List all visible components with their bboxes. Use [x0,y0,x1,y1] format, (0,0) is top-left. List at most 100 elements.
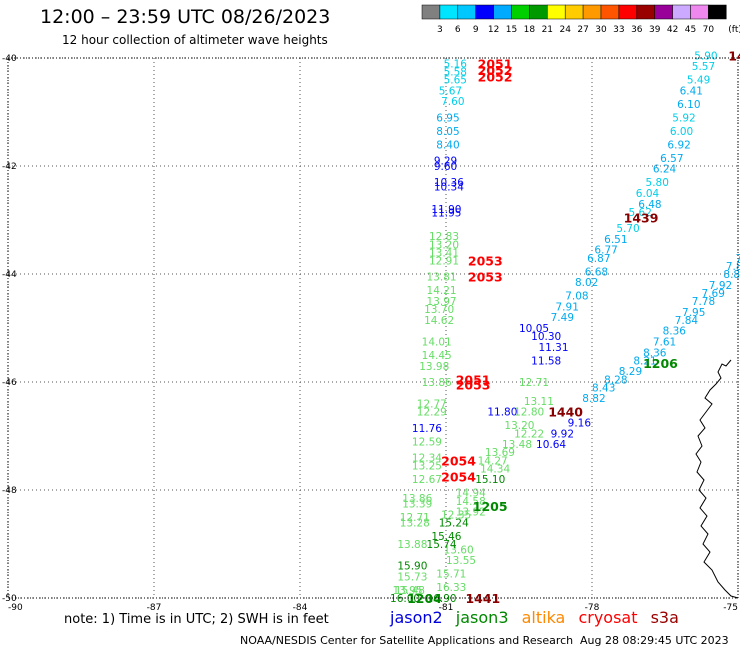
wave-height-label: 13.41 [429,247,459,259]
wave-height-label: 7.92 [709,280,732,292]
wave-height-label: 8.02 [575,277,598,289]
wave-height-label: 6.24 [653,164,677,176]
wave-height-label: 9.16 [568,418,592,430]
colorbar-label: 70 [703,25,715,35]
wave-height-label: 13.60 [444,544,474,556]
pass-time-label: 1204 [407,591,442,606]
coastline [695,359,739,599]
wave-height-label: 12.83 [429,231,459,243]
wave-height-label: 13.81 [427,272,457,284]
wave-height-label: 13.28 [400,517,430,529]
wave-height-label: 14.94 [456,488,486,500]
wave-height-label: 5.67 [439,85,462,97]
pass-time-label: 1205 [473,499,508,514]
chart-subtitle: 12 hour collection of altimeter wave hei… [62,33,328,47]
wave-height-label: 6.68 [585,266,608,278]
wave-height-label: 13.20 [504,420,534,432]
wave-height-label: 6.41 [680,85,703,97]
colorbar-label: 27 [577,25,588,35]
wave-height-label: 14.27 [478,455,508,467]
wave-height-label: 8.05 [436,126,459,138]
wave-height-label: 13.25 [412,461,442,473]
colorbar-label: 6 [455,25,461,35]
legend-s3a: s3a [650,608,679,627]
pass-time-label: 1438 [728,48,740,63]
y-tick-label: -44 [2,270,17,280]
wave-height-label: 13.20 [429,239,459,251]
wave-height-label: 13.86 [402,493,432,505]
wave-height-label: 15.73 [397,571,427,583]
wave-height-label: 11.76 [412,423,442,435]
y-tick-label: -42 [2,162,17,172]
wave-height-label: 13.98 [419,361,449,373]
pass-time-label: 1206 [643,356,678,371]
x-tick-label: -84 [293,603,308,613]
pass-time-label: 2053 [468,270,503,285]
wave-height-label: 10.05 [519,323,549,335]
wave-height-label: 12.59 [412,436,442,448]
wave-height-label: 12.80 [514,407,544,419]
pass-time-label: 1441 [465,591,500,606]
wave-height-label: 16.00 [390,593,420,605]
wave-height-label: 15.71 [436,569,466,581]
wave-height-label: 15.46 [431,531,461,543]
plot-frame [7,57,739,599]
wave-height-label: 5.49 [687,75,710,87]
pass-time-label: 2051 [478,56,513,71]
wave-height-label: 14.58 [456,496,486,508]
wave-height-label: 13.11 [524,396,554,408]
wave-height-label: 10.30 [531,331,561,343]
wave-height-label: 9.92 [551,428,574,440]
wave-height-label: 15.24 [439,517,469,529]
wave-height-label: 8.29 [619,366,642,378]
colorbar-label: 12 [488,25,499,35]
wave-height-label: 13.88 [397,539,427,551]
wave-height-label: 13.86 [422,377,452,389]
legend-jason3: jason3 [455,608,509,627]
y-tick-label: -50 [2,594,17,604]
wave-height-label: 9.29 [434,156,457,168]
wave-height-label: 15.10 [475,474,505,486]
pass-time-label: 2052 [478,63,513,78]
wave-height-label: 11.95 [431,207,461,219]
wave-height-label: 7.49 [551,312,574,324]
colorbar-label: 18 [524,25,536,35]
wave-height-label: 8.36 [663,326,687,338]
colorbar-unit: (ft) [728,25,740,35]
wave-height-label: 10.36 [434,177,464,189]
wave-height-label: 8.80 [723,269,740,281]
wave-height-label: 16.90 [427,593,457,605]
pass-time-label: 2052 [478,69,513,84]
wave-height-label: 7.08 [565,291,588,303]
pass-time-label: 2053 [456,378,491,393]
wave-height-label: 7.69 [702,288,725,300]
wave-height-label: 5.80 [646,177,669,189]
wave-height-label: 12.71 [400,512,430,524]
legend-altika: altika [521,608,566,627]
colorbar-label: 45 [685,25,696,35]
pass-time-label: 2054 [441,470,476,485]
wave-height-label: 7.91 [556,301,579,313]
wave-height-label: 13.48 [502,439,532,451]
colorbar-label: 30 [595,25,607,35]
colorbar-label: 3 [437,25,443,35]
colorbar-swatch [708,4,727,20]
pass-time-label: 2051 [456,372,491,387]
wave-height-label: 7.60 [441,96,464,108]
wave-height-label: 5.70 [616,223,639,235]
wave-height-label: 6.48 [638,199,661,211]
wave-height-label: 8.82 [582,393,605,405]
x-tick-label: -78 [585,603,600,613]
wave-height-label: 11.58 [531,355,561,367]
colorbar-label: 42 [667,25,678,35]
colorbar-label: 36 [631,25,643,35]
wave-height-label: 5.58 [444,67,467,79]
wave-height-label: 9.60 [434,161,457,173]
wave-height-label: 5.92 [672,112,695,124]
wave-height-label: 12.29 [417,407,447,419]
x-tick-label: -75 [723,603,738,613]
x-tick-label: -87 [147,603,162,613]
wave-height-label: 6.87 [587,253,610,265]
